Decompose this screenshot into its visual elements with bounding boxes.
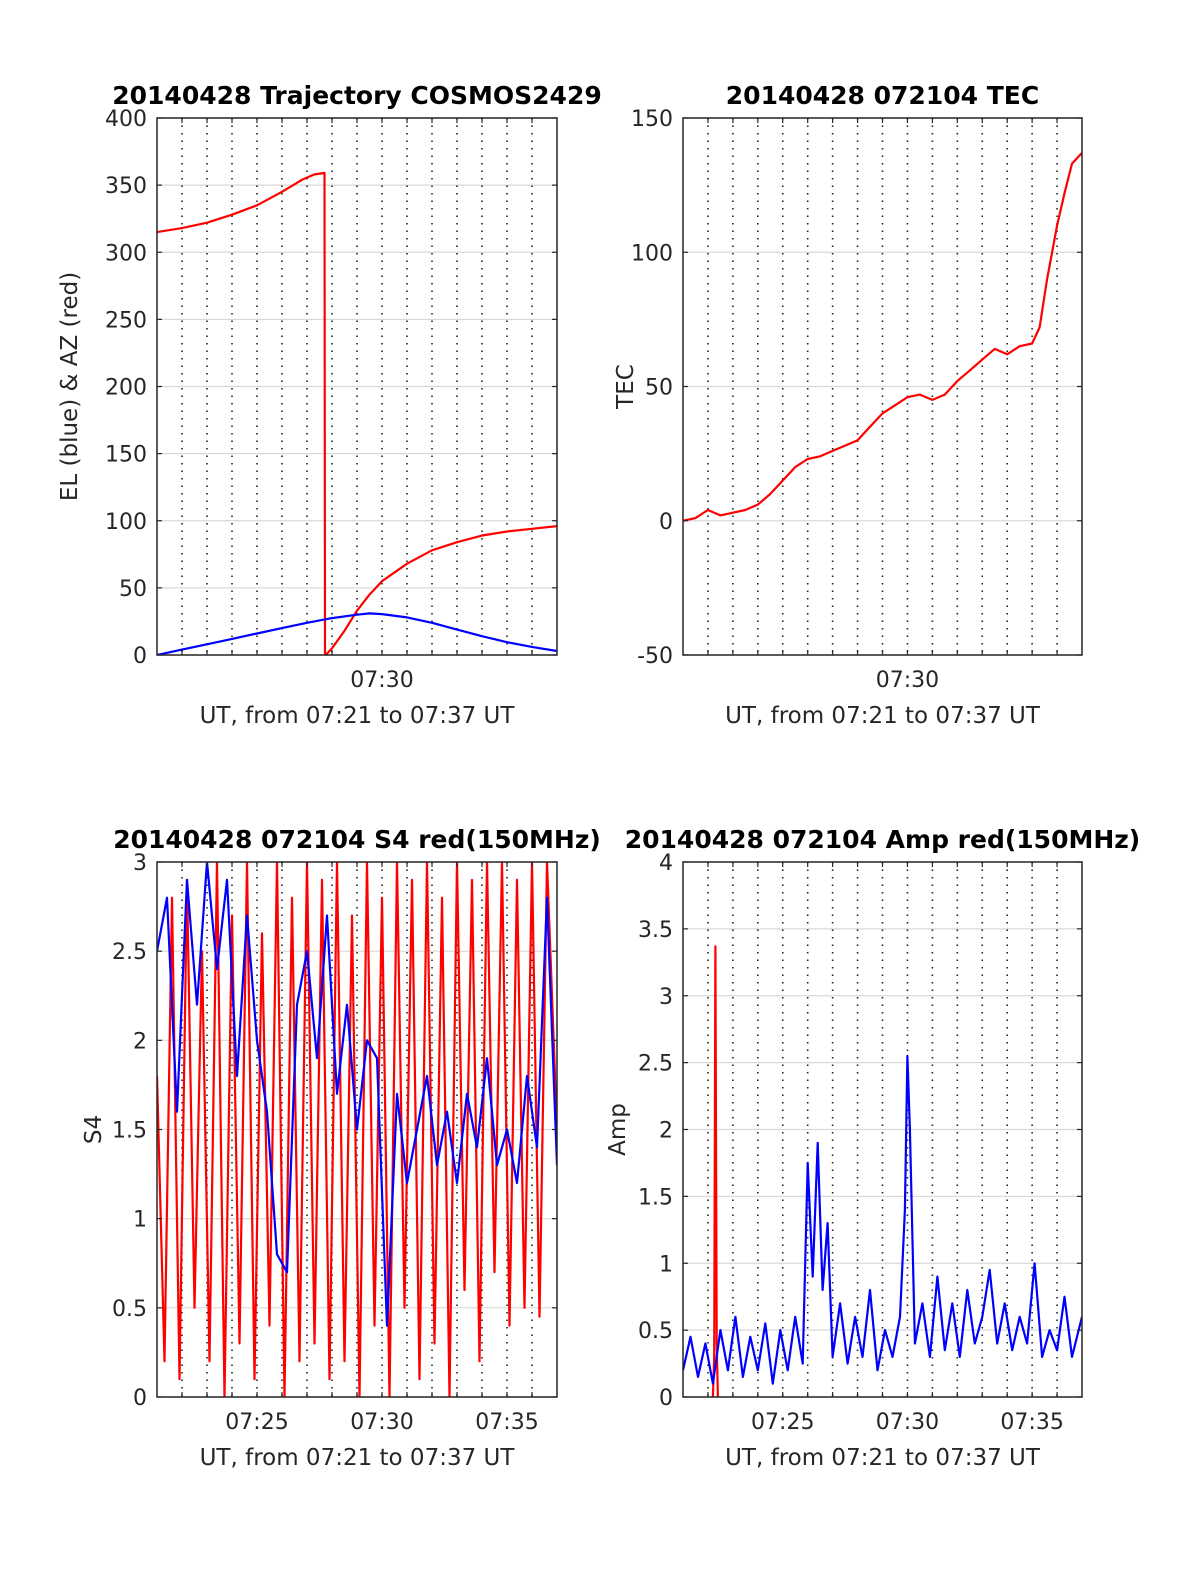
- y-tick-label: 350: [105, 174, 147, 199]
- chart-title: 20140428 Trajectory COSMOS2429: [112, 81, 602, 110]
- y-tick-label: 0: [133, 1386, 147, 1411]
- y-tick-label: 3.5: [638, 918, 673, 943]
- x-tick-label: 07:30: [350, 1410, 413, 1435]
- chart-title: 20140428 072104 TEC: [726, 81, 1039, 110]
- y-tick-label: 2.5: [638, 1052, 673, 1077]
- x-tick-label: 07:35: [1000, 1410, 1063, 1435]
- y-tick-label: 100: [105, 510, 147, 535]
- y-tick-label: 3: [133, 851, 147, 876]
- y-tick-label: 200: [105, 376, 147, 401]
- chart-panel-4: 0 0.5 1 1.5 2 2.5 3 3.5 4 07:25 07:30 07:35 20140428…: [605, 825, 1140, 1471]
- y-axis-label: TEC: [613, 364, 639, 410]
- series-line-2: [683, 1054, 1082, 1385]
- y-tick-label: 1.5: [112, 1119, 147, 1144]
- x-axis-label: UT, from 07:21 to 07:37 UT: [725, 1445, 1041, 1471]
- y-tick-label: 300: [105, 241, 147, 266]
- y-axis-label: EL (blue) & AZ (red): [57, 272, 83, 501]
- x-tick-label: 07:30: [876, 668, 939, 693]
- y-tick-label: 250: [105, 308, 147, 333]
- series-line-1: [683, 152, 1082, 522]
- y-tick-label: 150: [105, 443, 147, 468]
- y-tick-label: 50: [645, 376, 673, 401]
- y-tick-label: 400: [105, 107, 147, 132]
- y-axis-label: Amp: [605, 1103, 631, 1156]
- y-tick-label: 1: [133, 1208, 147, 1233]
- chart-panel-1: 0 50 100 150 200 250 300 350 400 07:30 20140428 Tr…: [57, 81, 602, 729]
- x-tick-label: 07:30: [876, 1410, 939, 1435]
- series-line-1: [157, 862, 557, 1397]
- y-tick-label: -50: [637, 644, 673, 669]
- y-tick-label: 2: [659, 1119, 673, 1144]
- x-axis-label: UT, from 07:21 to 07:37 UT: [200, 1445, 516, 1471]
- x-tick-label: 07:35: [475, 1410, 538, 1435]
- y-tick-label: 0: [659, 510, 673, 535]
- x-tick-label: 07:25: [225, 1410, 288, 1435]
- y-tick-label: 1.5: [638, 1185, 673, 1210]
- y-tick-label: 4: [659, 851, 673, 876]
- chart-panel-2: -50 0 50 100 150 07:30 20140428 072104 TEC UT, …: [613, 81, 1083, 729]
- series-line-1: [157, 171, 557, 655]
- series-line-2: [157, 612, 557, 655]
- y-tick-label: 0: [659, 1386, 673, 1411]
- x-tick-label: 07:30: [350, 668, 413, 693]
- y-tick-label: 0.5: [112, 1297, 147, 1322]
- y-tick-label: 100: [631, 241, 673, 266]
- x-tick-label: 07:25: [751, 1410, 814, 1435]
- chart-panel-3: 0 0.5 1 1.5 2 2.5 3 07:25 07:30 07:35 20140428 072…: [81, 825, 601, 1471]
- y-tick-label: 1: [659, 1252, 673, 1277]
- x-axis-label: UT, from 07:21 to 07:37 UT: [725, 703, 1041, 729]
- y-axis-label: S4: [81, 1115, 107, 1144]
- chart-title: 20140428 072104 Amp red(150MHz): [625, 825, 1141, 854]
- x-axis-label: UT, from 07:21 to 07:37 UT: [200, 703, 516, 729]
- y-tick-label: 50: [119, 577, 147, 602]
- y-tick-label: 2: [133, 1029, 147, 1054]
- series-line-2: [157, 862, 557, 1327]
- y-tick-label: 0: [133, 644, 147, 669]
- y-tick-label: 2.5: [112, 940, 147, 965]
- y-tick-label: 150: [631, 107, 673, 132]
- y-tick-label: 0.5: [638, 1319, 673, 1344]
- y-tick-label: 3: [659, 985, 673, 1010]
- chart-title: 20140428 072104 S4 red(150MHz): [113, 825, 601, 854]
